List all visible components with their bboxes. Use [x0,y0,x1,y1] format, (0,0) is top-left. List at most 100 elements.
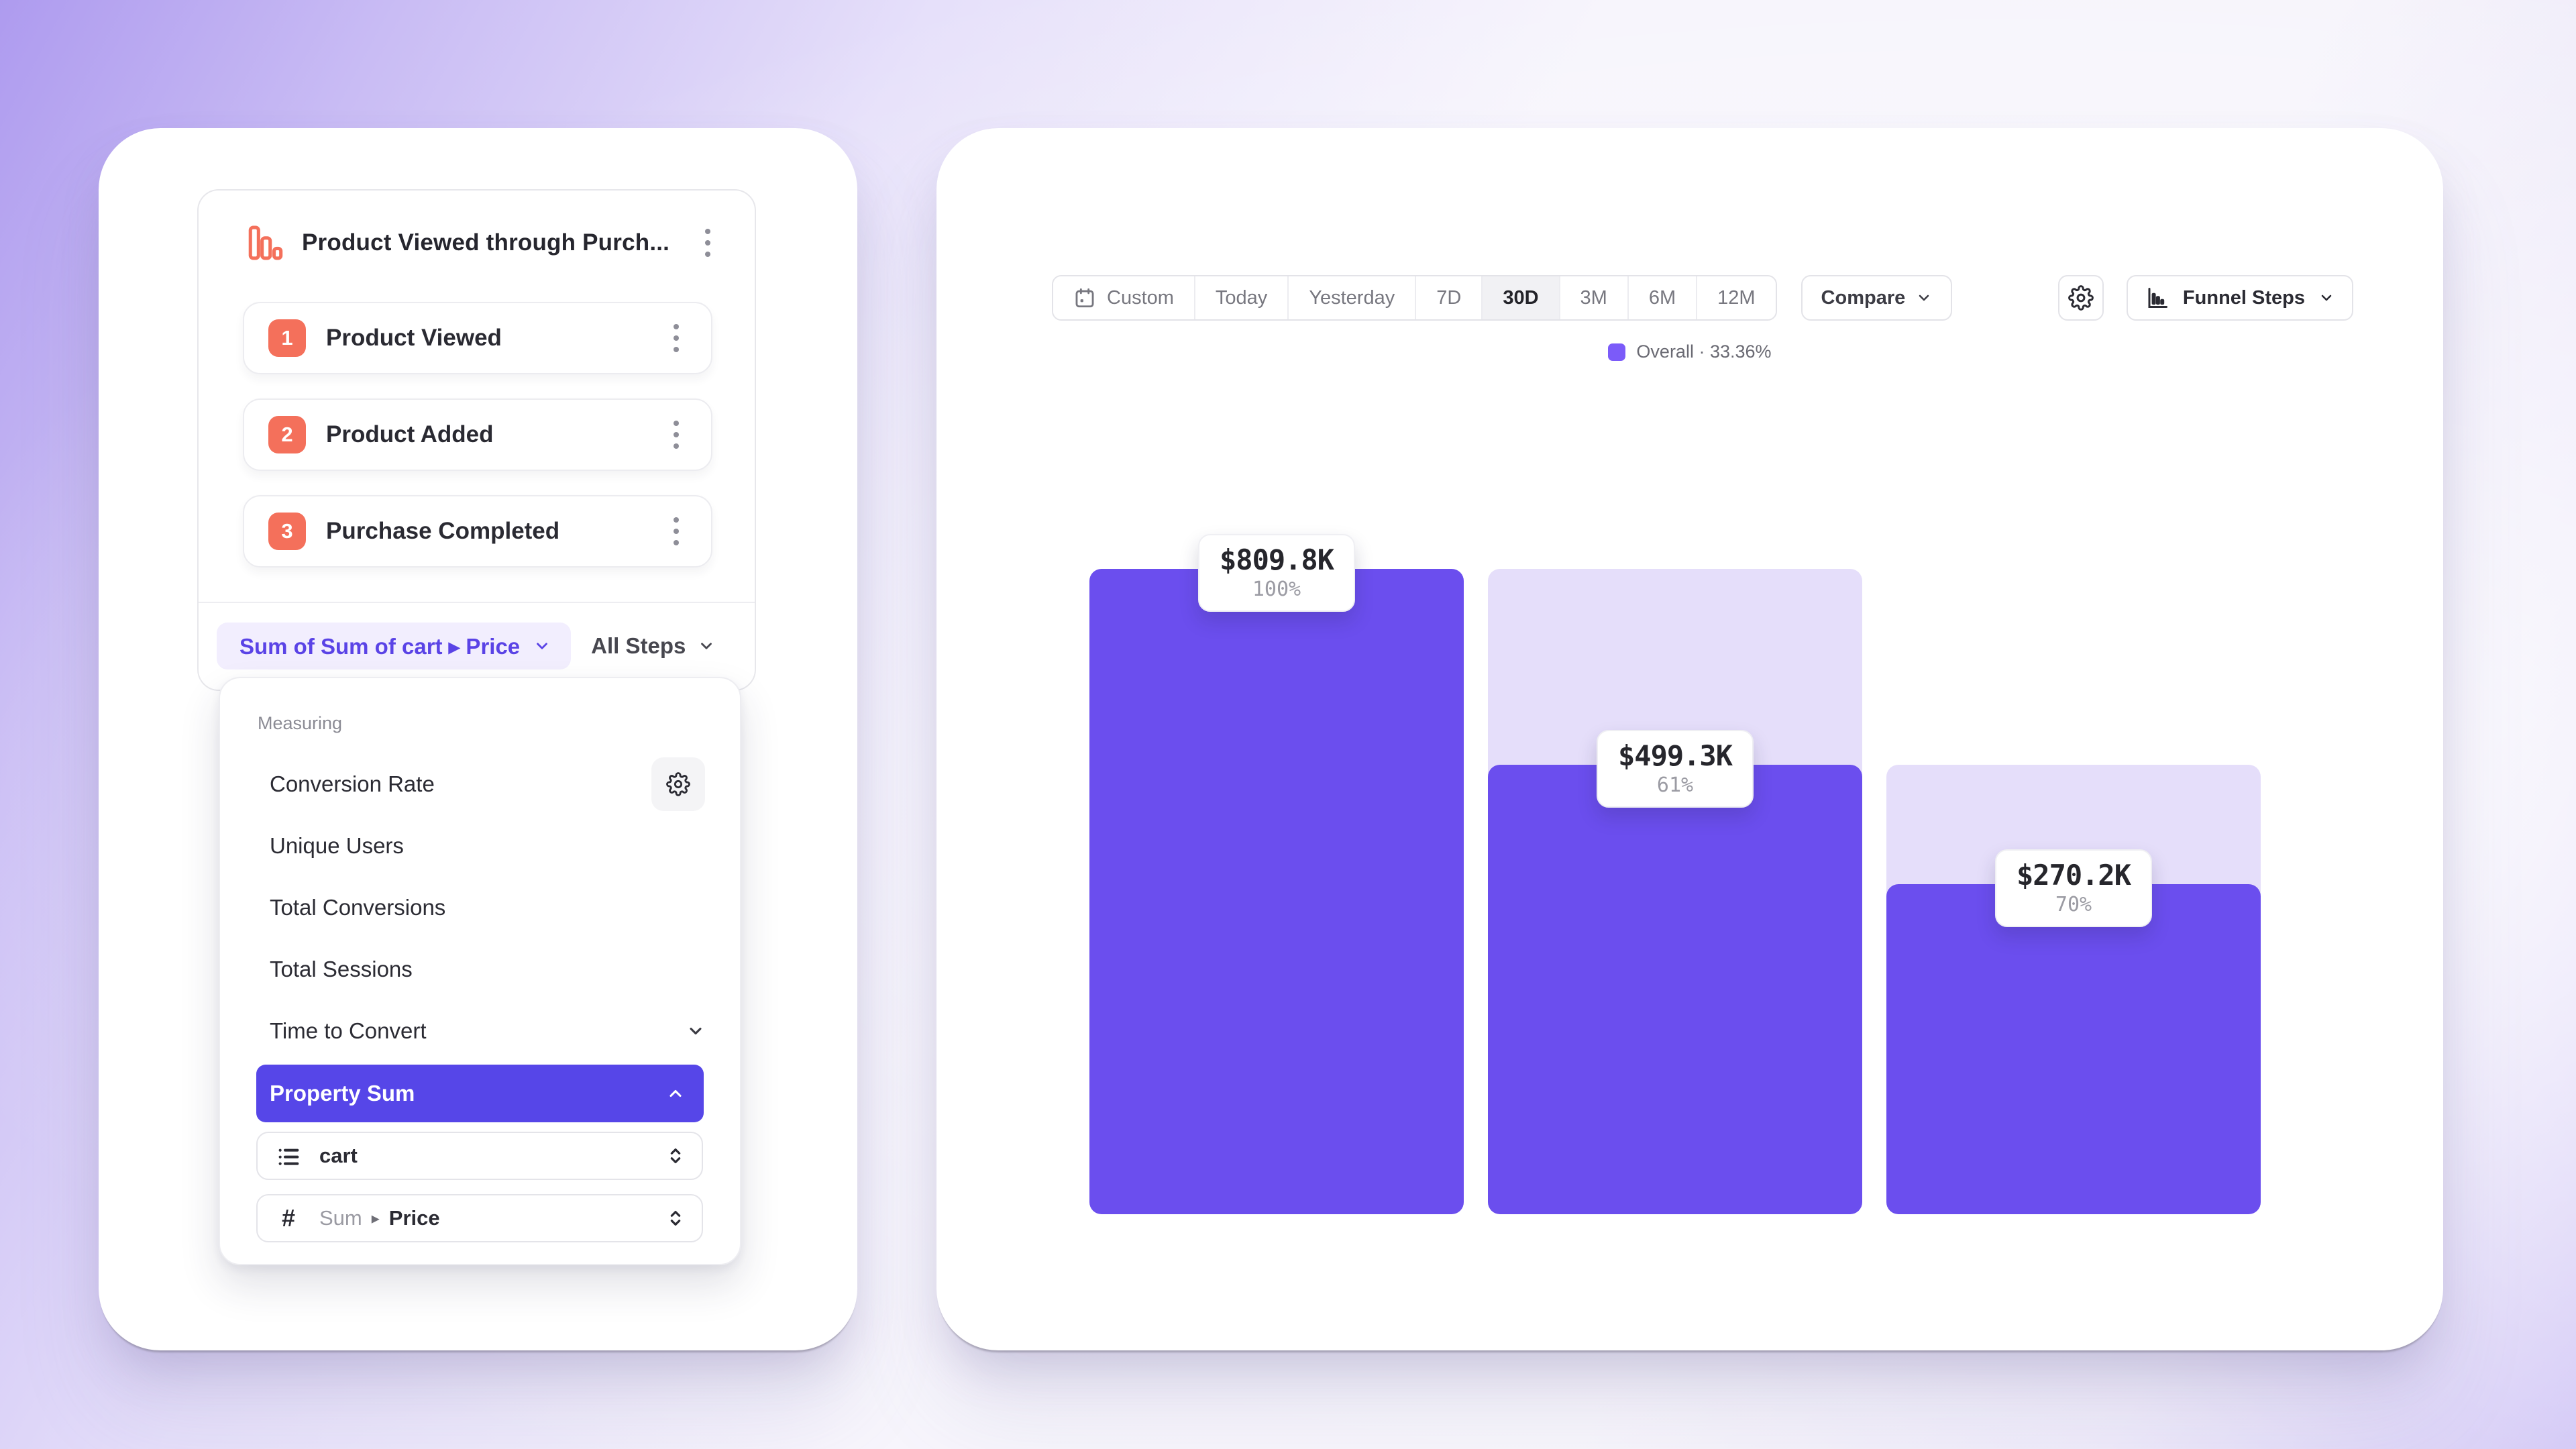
step-number-badge: 2 [268,416,306,453]
view-type-dropdown[interactable]: Funnel Steps [2126,275,2353,321]
compare-dropdown[interactable]: Compare [1801,275,1953,321]
date-range-option[interactable]: 3M [1560,276,1629,319]
bar-product-viewed[interactable]: $809.8K 100% [1089,534,1464,1214]
chevron-up-icon [666,1084,685,1103]
property-value: cart [319,1144,358,1167]
measuring-option-label: Total Conversions [270,895,446,920]
date-range-option[interactable]: Custom [1053,276,1195,319]
date-range-option[interactable]: 12M [1697,276,1776,319]
measuring-menu: Measuring Conversion Rate Unique Users [219,677,741,1265]
list-icon [275,1142,302,1169]
date-range-option[interactable]: 30D [1483,276,1560,319]
funnel-steps-chart-icon [2148,288,2167,308]
step-number-badge: 3 [268,513,306,550]
property-select[interactable]: cart [256,1132,703,1180]
measuring-option[interactable]: Total Conversions [240,877,720,938]
tooltip-percent: 100% [1252,578,1301,601]
measuring-option-label: Conversion Rate [270,771,435,796]
chevron-down-icon [686,1022,705,1040]
legend-label: Overall · 33.36% [1636,341,1772,362]
bar-value-tooltip: $809.8K 100% [1197,534,1356,612]
funnel-step-card[interactable]: 3 Purchase Completed [243,495,712,568]
measuring-option[interactable]: Total Sessions [240,938,720,1000]
date-range-option[interactable]: Yesterday [1289,276,1417,319]
date-range-label: 6M [1648,286,1676,309]
bar-purchase-completed[interactable]: $270.2K 70% [1886,569,2261,1214]
compare-label: Compare [1821,286,1906,309]
step-number-badge: 1 [268,319,306,357]
step-kebab-menu-icon[interactable] [661,511,691,551]
funnel-bar-chart: $809.8K 100% $499.3K 61% $270.2K 70% [1089,534,2261,1214]
funnel-step-card[interactable]: 2 Product Added [243,398,712,471]
measuring-options-list: Conversion Rate Unique Users [240,753,720,1122]
funnel-builder-card: Product Viewed through Purch... 1 Produc… [99,128,857,1350]
chevron-down-icon [701,643,712,649]
measuring-option[interactable]: Property Sum [256,1065,704,1122]
step-label: Product Viewed [326,325,502,351]
legend-item-overall[interactable]: Overall · 33.36% [936,341,2443,362]
measuring-option[interactable]: Conversion Rate [240,753,720,815]
tooltip-percent: 70% [2055,893,2092,917]
chart-card: Custom Today Yesterday [936,128,2443,1350]
funnel-definition-panel: Product Viewed through Purch... 1 Produc… [197,189,756,691]
chevron-down-icon [2321,294,2332,301]
calendar-icon [1073,286,1096,309]
aggregation-property: Price [388,1206,440,1230]
funnel-kebab-menu-icon[interactable] [693,223,722,263]
tooltip-value: $499.3K [1617,739,1733,773]
step-kebab-menu-icon[interactable] [661,415,691,455]
date-range-label: Today [1215,286,1268,309]
bar-product-added[interactable]: $499.3K 61% [1488,569,1862,1214]
measurement-dropdown[interactable]: Sum of Sum of cart ▸ Price [217,623,572,669]
date-range-label: Yesterday [1309,286,1395,309]
chevron-down-icon [537,643,548,649]
menu-section-label: Measuring [258,713,343,733]
funnel-steps-list: 1 Product Viewed 2 Product Added 3 Purch… [243,302,712,568]
date-range-label: 30D [1503,286,1539,309]
steps-scope-label: All Steps [591,633,686,658]
date-range-label: 7D [1436,286,1462,309]
date-range-label: 3M [1580,286,1607,309]
funnel-title: Product Viewed through Purch... [302,229,670,256]
chart-toolbar: Custom Today Yesterday [1052,275,2353,321]
date-range-label: Custom [1107,286,1174,309]
step-label: Product Added [326,421,494,447]
gear-icon [666,772,690,796]
legend-swatch [1608,343,1626,361]
steps-scope-dropdown[interactable]: All Steps [591,623,715,669]
date-range-label: 12M [1717,286,1756,309]
bar-value-tooltip: $270.2K 70% [1994,849,2153,928]
bar-value-tooltip: $499.3K 61% [1596,730,1754,808]
option-settings-button[interactable] [651,757,705,811]
funnel-step-card[interactable]: 1 Product Viewed [243,302,712,374]
bar-solid [1089,569,1464,1214]
date-range-option[interactable]: Today [1195,276,1289,319]
step-kebab-menu-icon[interactable] [661,318,691,358]
measuring-option[interactable]: Unique Users [240,815,720,877]
chevron-down-icon [1919,294,1929,301]
tooltip-value: $809.8K [1219,543,1334,576]
sort-updown-icon [665,1208,686,1228]
divider [199,602,755,603]
number-hash-icon: # [281,1204,296,1232]
sort-updown-icon [665,1146,686,1166]
tooltip-value: $270.2K [2016,859,2131,892]
date-range-selector: Custom Today Yesterday [1052,275,1777,321]
measuring-option-label: Time to Convert [270,1018,427,1043]
measurement-row: Sum of Sum of cart ▸ Price All Steps [217,623,737,669]
aggregation-prefix: Sum [319,1206,362,1230]
measuring-option[interactable]: Time to Convert [240,1000,720,1062]
bar-solid [1886,884,2261,1214]
breadcrumb-arrow-icon: ▸ [371,1209,380,1228]
measurement-label: Sum of Sum of cart ▸ Price [239,633,521,659]
funnel-header: Product Viewed through Purch... [246,219,722,267]
aggregation-select[interactable]: # Sum ▸ Price [256,1194,703,1242]
step-label: Purchase Completed [326,518,560,544]
view-type-label: Funnel Steps [2182,286,2305,309]
date-range-option[interactable]: 6M [1628,276,1698,319]
date-range-option[interactable]: 7D [1416,276,1483,319]
bar-solid [1488,765,1862,1214]
chart-settings-button[interactable] [2057,275,2104,321]
funnel-chart-icon [246,223,284,262]
